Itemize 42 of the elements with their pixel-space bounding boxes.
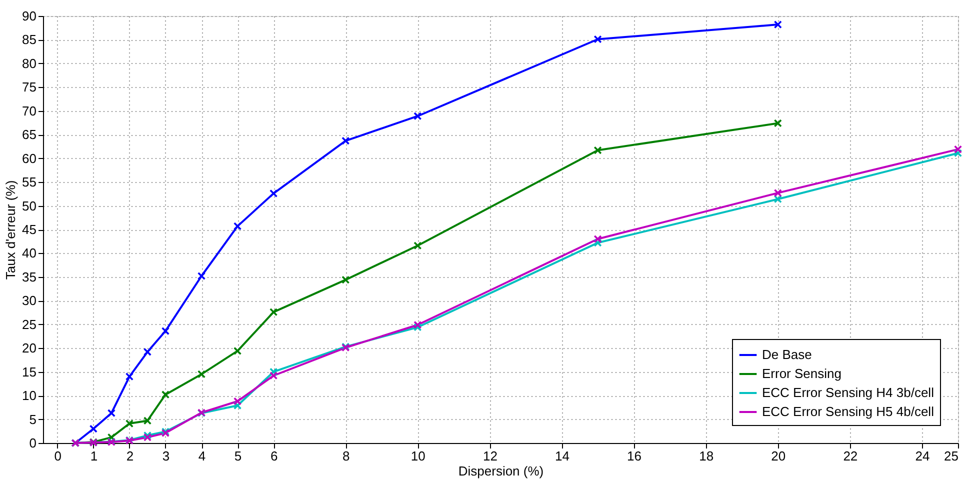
x-tick-label: 5 xyxy=(234,448,242,464)
y-tick-label: 85 xyxy=(22,32,36,48)
y-tick-label: 65 xyxy=(22,127,36,142)
legend-label: De Base xyxy=(762,347,812,362)
y-tick-label: 80 xyxy=(22,56,36,71)
legend-label: Error Sensing xyxy=(762,366,842,381)
x-tick-label: 24 xyxy=(915,448,930,464)
x-tick-label: 18 xyxy=(699,448,714,464)
y-tick-label: 90 xyxy=(22,8,36,24)
x-tick-label: 1 xyxy=(90,448,98,464)
x-tick-label: 10 xyxy=(410,448,426,464)
y-tick-label: 60 xyxy=(22,150,36,166)
x-tick-label: 14 xyxy=(555,448,570,464)
x-tick-label: 22 xyxy=(843,448,858,464)
y-tick-label: 25 xyxy=(22,316,36,332)
x-tick-label: 8 xyxy=(342,448,350,464)
x-tick-label: 6 xyxy=(270,448,278,464)
y-tick-label: 55 xyxy=(22,174,36,190)
x-tick-label: 20 xyxy=(771,448,786,464)
x-tick-label: 4 xyxy=(198,448,206,464)
y-tick-label: 10 xyxy=(22,388,36,404)
x-tick-label: 12 xyxy=(482,448,498,464)
y-axis-title: Taux d'erreur (%) xyxy=(3,180,18,280)
y-tick-label: 75 xyxy=(22,80,36,95)
y-tick-label: 40 xyxy=(22,246,36,261)
y-tick-label: 30 xyxy=(22,293,36,308)
y-tick-label: 35 xyxy=(22,269,36,284)
x-tick-label: 25 xyxy=(944,448,958,464)
y-tick-label: 70 xyxy=(22,103,36,118)
x-axis-title: Dispersion (%) xyxy=(458,464,544,478)
x-tick-label: 16 xyxy=(627,448,642,464)
x-tick-label: 2 xyxy=(126,448,134,464)
x-tick-label: 3 xyxy=(162,448,170,464)
y-tick-label: 50 xyxy=(22,198,36,214)
y-tick-label: 15 xyxy=(22,364,36,380)
legend-label: ECC Error Sensing H4 3b/cell xyxy=(762,385,934,400)
y-tick-label: 45 xyxy=(22,222,36,237)
x-tick-label: 0 xyxy=(54,448,62,464)
legend-label: ECC Error Sensing H5 4b/cell xyxy=(762,404,934,419)
y-tick-label: 20 xyxy=(22,340,36,356)
y-tick-label: 5 xyxy=(29,412,36,427)
y-tick-label: 0 xyxy=(29,436,36,450)
